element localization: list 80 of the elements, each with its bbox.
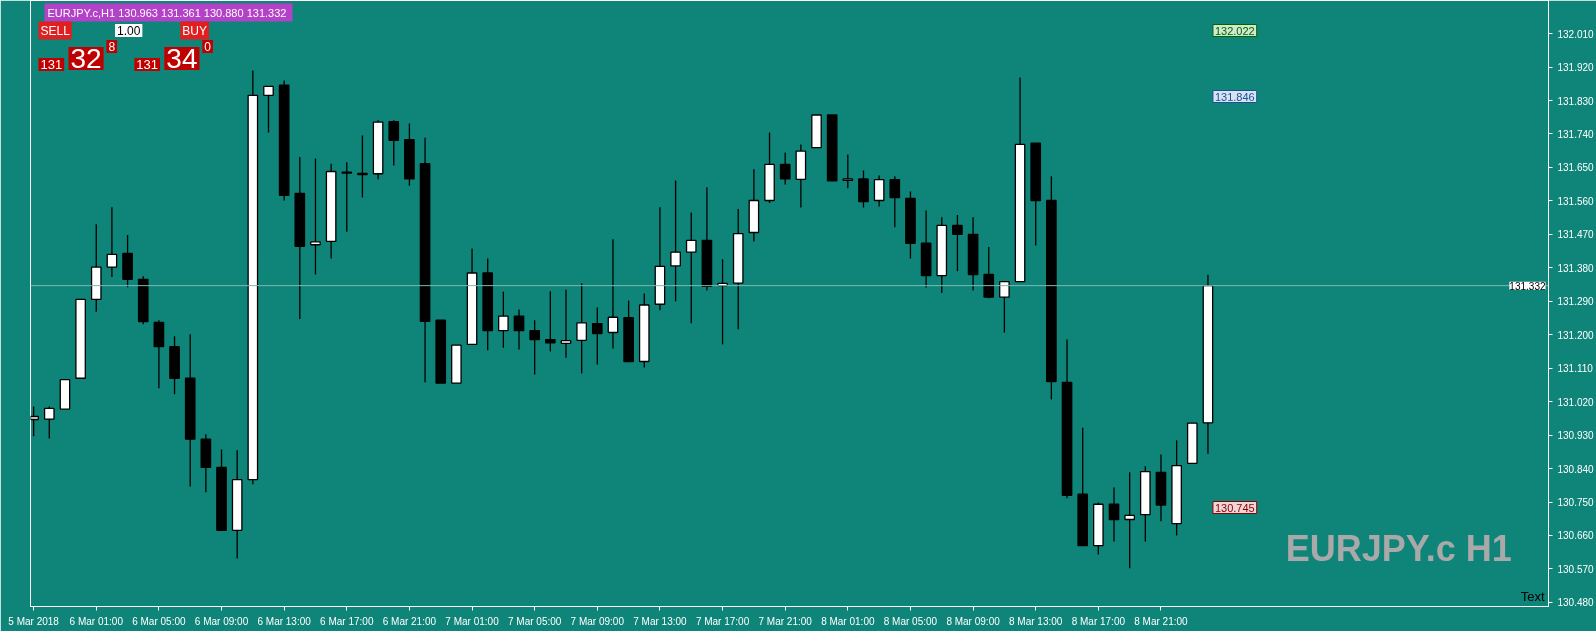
y-tick-label: 130.570 xyxy=(1557,563,1595,575)
candlestick xyxy=(357,134,368,199)
y-tick-label: 132.010 xyxy=(1557,28,1595,40)
y-tick-label: 130.660 xyxy=(1557,530,1595,542)
x-tick-label: 8 Mar 01:00 xyxy=(821,615,875,627)
candlestick xyxy=(670,179,681,302)
annotation: 1.00 xyxy=(117,24,141,38)
candlestick xyxy=(983,246,995,299)
x-tick-label: 7 Mar 05:00 xyxy=(507,615,562,627)
candlestick xyxy=(341,161,353,233)
x-tick-label: 8 Mar 05:00 xyxy=(883,615,938,627)
y-tick-label: 131.740 xyxy=(1557,128,1595,140)
candlestick xyxy=(388,119,400,167)
candlestick xyxy=(952,214,963,272)
ref-line-label: 131.332 xyxy=(1509,280,1546,292)
annotation: 131 xyxy=(40,57,63,72)
y-tick-label: 131.200 xyxy=(1557,329,1595,341)
annotation: 34 xyxy=(166,43,198,74)
candlestick xyxy=(513,308,525,351)
annotation: 32 xyxy=(70,43,102,74)
text: EURJPY.c,H1 130.963 131.361 130.880 131.332 xyxy=(47,6,287,19)
x-tick-label: 7 Mar 09:00 xyxy=(570,615,625,627)
y-tick-label: 131.020 xyxy=(1557,396,1595,408)
y-tick-label: 130.750 xyxy=(1557,497,1595,509)
x-tick-label: 6 Mar 09:00 xyxy=(194,615,249,627)
annotation: 131.846 xyxy=(1214,90,1255,103)
y-tick-label: 131.110 xyxy=(1557,363,1594,375)
annotation: BUY xyxy=(182,23,207,38)
candlestick xyxy=(560,289,572,359)
candlestick xyxy=(858,169,869,209)
candlestick xyxy=(685,211,697,324)
candlestick xyxy=(263,85,274,134)
x-tick-label: 7 Mar 21:00 xyxy=(758,615,813,627)
x-tick-label: 5 Mar 2018 xyxy=(8,615,60,627)
candlestick xyxy=(576,282,587,375)
y-tick-label: 131.380 xyxy=(1557,262,1595,274)
annotation: 130.745 xyxy=(1214,501,1255,514)
x-tick-label: 8 Mar 17:00 xyxy=(1071,615,1126,627)
candlestick xyxy=(889,175,901,228)
candlestick xyxy=(310,157,321,276)
candlestick xyxy=(607,238,619,350)
x-tick-label: 8 Mar 21:00 xyxy=(1134,615,1189,627)
y-tick-label: 130.840 xyxy=(1557,463,1595,475)
x-tick-label: 6 Mar 13:00 xyxy=(257,615,312,627)
annotation: EURJPY.c H1 xyxy=(1285,528,1512,569)
y-tick-label: 131.920 xyxy=(1557,62,1595,74)
x-tick-label: 6 Mar 21:00 xyxy=(382,615,437,627)
y-tick-label: 131.290 xyxy=(1557,296,1595,308)
candlestick xyxy=(873,174,885,208)
x-tick-label: 6 Mar 05:00 xyxy=(132,615,187,627)
annotation: 131 xyxy=(136,57,159,72)
annotation: 132.022 xyxy=(1214,24,1255,37)
candlestick xyxy=(842,153,854,189)
candlestick xyxy=(1108,486,1120,543)
x-tick-label: 8 Mar 09:00 xyxy=(946,615,1001,627)
x-tick-label: 7 Mar 17:00 xyxy=(695,615,750,627)
candlestick xyxy=(779,151,791,186)
candlestick xyxy=(106,206,118,278)
annotation: Text xyxy=(1520,589,1545,604)
y-tick-label: 131.560 xyxy=(1557,195,1595,207)
y-tick-label: 130.930 xyxy=(1557,430,1595,442)
y-tick-label: 131.470 xyxy=(1557,229,1595,241)
candlestick xyxy=(529,319,541,376)
annotation: 8 xyxy=(108,40,116,54)
x-tick-label: 7 Mar 13:00 xyxy=(633,615,688,627)
x-tick-label: 6 Mar 01:00 xyxy=(69,615,124,627)
x-tick-label: 6 Mar 17:00 xyxy=(320,615,374,627)
x-tick-label: 8 Mar 13:00 xyxy=(1009,615,1063,627)
candlestick xyxy=(498,290,509,349)
candlestick xyxy=(1124,471,1136,569)
y-tick-label: 131.830 xyxy=(1557,95,1595,107)
candlestick xyxy=(544,290,556,353)
x-tick-label: 7 Mar 01:00 xyxy=(445,615,500,627)
candlestick xyxy=(43,405,55,440)
candlestick xyxy=(999,280,1010,334)
candlestick xyxy=(591,306,603,366)
y-tick-label: 130.480 xyxy=(1557,597,1595,609)
y-tick-label: 131.650 xyxy=(1557,162,1595,174)
annotation: 0 xyxy=(204,40,212,54)
annotation: SELL xyxy=(40,23,71,38)
